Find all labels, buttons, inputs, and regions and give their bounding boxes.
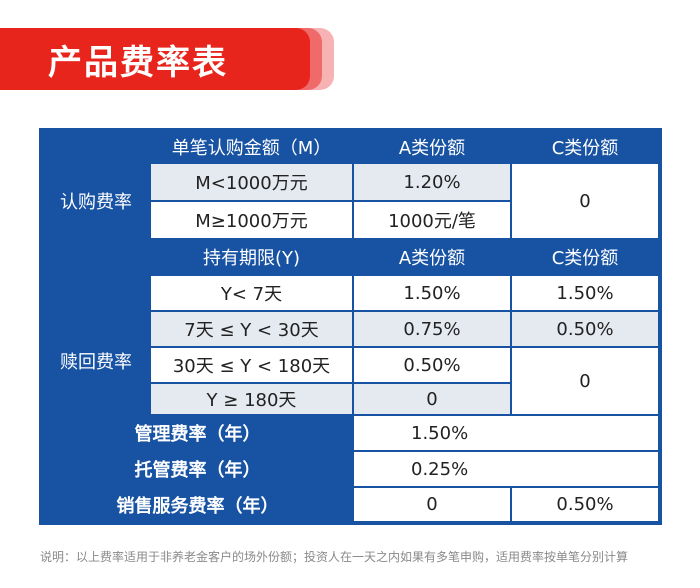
- redemption-range-3: 30天 ≤ Y < 180天: [151, 348, 352, 382]
- header-period: 持有期限(Y): [151, 240, 352, 274]
- redemption-range-1: Y< 7天: [151, 276, 352, 310]
- redemption-c-3: 0: [512, 348, 658, 414]
- redemption-a-3: 0.50%: [354, 348, 510, 382]
- sales-fee-label: 销售服务费率（年）: [43, 488, 352, 521]
- subscription-a-1: 1.20%: [354, 164, 510, 200]
- subscription-range-1: M<1000万元: [151, 164, 352, 200]
- subscription-a-2: 1000元/笔: [354, 202, 510, 238]
- redemption-range-2: 7天 ≤ Y < 30天: [151, 312, 352, 346]
- fee-table: 单笔认购金额（M） A类份额 C类份额 认购费率 M<1000万元 1.20% …: [39, 128, 662, 525]
- footnote: 说明：以上费率适用于非养老金客户的场外份额；投资人在一天之内如果有多笔申购，适用…: [40, 550, 629, 564]
- header-class-a-2: A类份额: [354, 240, 510, 274]
- header-amount: 单笔认购金额（M）: [151, 132, 352, 162]
- redemption-range-4: Y ≥ 180天: [151, 384, 352, 414]
- subscription-range-2: M≥1000万元: [151, 202, 352, 238]
- subscription-c-value: 0: [512, 164, 658, 238]
- redemption-c-2: 0.50%: [512, 312, 658, 346]
- header-class-c: C类份额: [512, 132, 658, 162]
- custody-fee-label: 托管费率（年）: [43, 452, 352, 486]
- redemption-a-2: 0.75%: [354, 312, 510, 346]
- management-fee-value: 1.50%: [354, 416, 658, 450]
- subscription-fee-label: 认购费率: [43, 164, 149, 238]
- redemption-a-1: 1.50%: [354, 276, 510, 310]
- sales-fee-a: 0: [354, 488, 510, 521]
- custody-fee-value: 0.25%: [354, 452, 658, 486]
- header-class-c-2: C类份额: [512, 240, 658, 274]
- redemption-a-4: 0: [354, 384, 510, 414]
- banner-main: 产品费率表: [0, 28, 310, 90]
- redemption-c-1: 1.50%: [512, 276, 658, 310]
- title-banner: 产品费率表: [0, 28, 340, 90]
- sales-fee-c: 0.50%: [512, 488, 658, 521]
- redemption-fee-label: 赎回费率: [43, 240, 149, 414]
- page-title: 产品费率表: [48, 42, 228, 83]
- redemption-fee-label-text: 赎回费率: [60, 352, 132, 373]
- management-fee-label: 管理费率（年）: [43, 416, 352, 450]
- header-class-a: A类份额: [354, 132, 510, 162]
